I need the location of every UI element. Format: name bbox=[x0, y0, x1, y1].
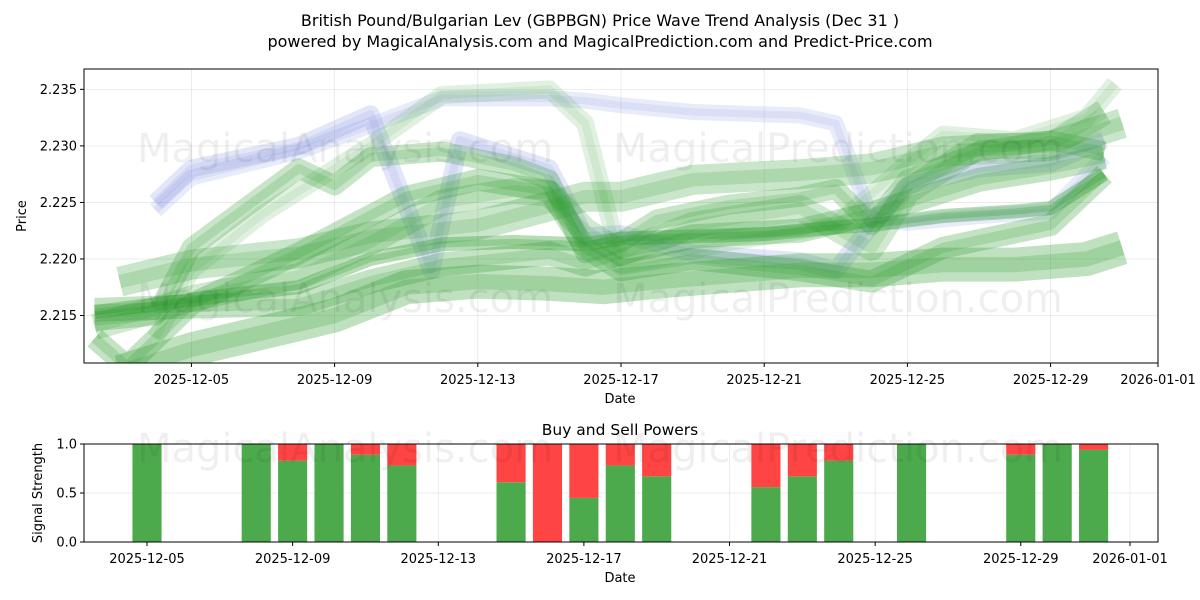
price-y-tick-label: 2.225 bbox=[40, 196, 77, 211]
powers-x-tick-label: 2025-12-09 bbox=[255, 552, 331, 567]
chart-title: British Pound/Bulgarian Lev (GBPBGN) Pri… bbox=[301, 11, 899, 30]
wave-core-green-trend-2 bbox=[93, 107, 1108, 333]
buy-bar bbox=[132, 444, 162, 542]
wave-core-green-trend-8 bbox=[152, 81, 1119, 340]
buy-bar bbox=[1042, 444, 1072, 542]
buy-bar bbox=[605, 465, 635, 542]
price-wave-series bbox=[87, 77, 1128, 363]
sell-bar bbox=[278, 444, 308, 461]
sell-bar bbox=[569, 444, 599, 498]
wave-line-green-trend-5 bbox=[94, 145, 1107, 322]
buy-bar bbox=[824, 460, 854, 542]
watermark-bottom-right: MagicalPrediction.com bbox=[613, 426, 1063, 472]
price-x-tick-label: 2026-01-01 bbox=[1120, 373, 1196, 388]
price-x-tick-label: 2025-12-21 bbox=[726, 373, 802, 388]
price-y-label: Price bbox=[15, 200, 30, 232]
watermark-top-right: MagicalPrediction.com bbox=[613, 126, 1063, 172]
wave-core-blue-trend-1 bbox=[153, 94, 1107, 227]
sell-bar bbox=[642, 444, 672, 477]
wave-line-blue-trend-2 bbox=[149, 105, 1108, 280]
price-x-tick-label: 2025-12-05 bbox=[154, 373, 230, 388]
powers-x-ticks: 2025-12-05 2025-12-09 2025-12-13 2025-12-17… bbox=[109, 542, 1168, 567]
powers-title: Buy and Sell Powers bbox=[542, 421, 699, 439]
wave-line-green-trend-1 bbox=[87, 166, 1112, 363]
powers-y-ticks: 0.0 0.5 1.0 bbox=[56, 438, 84, 551]
price-y-tick-label: 2.230 bbox=[40, 139, 77, 154]
buy-bar bbox=[350, 454, 381, 542]
buy-bar bbox=[787, 476, 817, 542]
wave-core-green-trend-1 bbox=[91, 170, 1108, 363]
sell-bar bbox=[387, 444, 417, 466]
price-x-tick-label: 2025-12-17 bbox=[583, 373, 659, 388]
sell-bar bbox=[496, 444, 526, 483]
wave-line-green-trend-8 bbox=[147, 77, 1122, 343]
price-x-tick-label: 2025-12-25 bbox=[870, 373, 946, 388]
buy-bar bbox=[896, 444, 927, 542]
sell-bar bbox=[605, 444, 635, 466]
sell-bar bbox=[824, 444, 854, 461]
sell-bar bbox=[751, 444, 781, 488]
sell-bar bbox=[350, 444, 381, 455]
sell-bar bbox=[1079, 444, 1109, 450]
buy-bar bbox=[314, 444, 344, 542]
wave-core-green-trend-7 bbox=[118, 116, 1125, 289]
powers-y-label: Signal Strength bbox=[31, 443, 46, 543]
wave-core-blue-trend-2 bbox=[152, 110, 1106, 275]
wave-core-green-trend-5 bbox=[94, 151, 1106, 316]
powers-x-tick-label: 2025-12-05 bbox=[109, 552, 185, 567]
buy-bar bbox=[751, 487, 781, 542]
price-x-tick-label: 2025-12-09 bbox=[297, 373, 373, 388]
wave-core-green-trend-4 bbox=[94, 171, 1106, 316]
wave-line-green-trend-7 bbox=[116, 108, 1127, 297]
buy-bar bbox=[241, 444, 271, 542]
powers-x-label: Date bbox=[604, 571, 635, 586]
buy-bar bbox=[1079, 449, 1109, 542]
buy-bar bbox=[1006, 454, 1036, 542]
sell-bar bbox=[1006, 444, 1036, 455]
wave-line-green-trend-2 bbox=[91, 101, 1112, 340]
powers-x-tick-label: 2025-12-21 bbox=[692, 552, 768, 567]
sell-bar bbox=[787, 444, 817, 477]
wave-core-green-trend-3 bbox=[94, 135, 1106, 326]
price-x-ticks: 2025-12-05 2025-12-09 2025-12-13 2025-12-17… bbox=[154, 363, 1196, 388]
watermark-bottom-left: MagicalAnalysis.com bbox=[137, 426, 553, 472]
watermark-mid-right: MagicalPrediction.com bbox=[613, 276, 1063, 322]
chart-subtitle: powered by MagicalAnalysis.com and Magic… bbox=[267, 32, 932, 51]
price-x-tick-label: 2025-12-13 bbox=[440, 373, 516, 388]
powers-x-tick-label: 2025-12-17 bbox=[546, 552, 622, 567]
wave-line-green-trend-6 bbox=[114, 231, 1128, 363]
buy-bar bbox=[569, 497, 599, 542]
price-x-label: Date bbox=[604, 392, 635, 407]
wave-core-green-trend-6 bbox=[122, 240, 1125, 363]
powers-x-tick-label: 2025-12-25 bbox=[837, 552, 913, 567]
price-y-tick-label: 2.215 bbox=[40, 309, 77, 324]
sell-bar bbox=[532, 444, 563, 542]
powers-y-tick-label: 0.5 bbox=[56, 487, 77, 502]
powers-x-tick-label: 2026-01-01 bbox=[1092, 552, 1168, 567]
powers-y-tick-label: 0.0 bbox=[56, 536, 77, 551]
wave-line-green-trend-4 bbox=[93, 168, 1109, 320]
powers-x-tick-label: 2025-12-29 bbox=[983, 552, 1059, 567]
price-y-tick-label: 2.235 bbox=[40, 83, 77, 98]
buy-bar bbox=[387, 465, 417, 542]
watermark-mid-left: MagicalAnalysis.com bbox=[137, 276, 553, 322]
wave-line-green-trend-3 bbox=[93, 130, 1107, 332]
wave-line-blue-trend-1 bbox=[150, 90, 1110, 231]
powers-x-tick-label: 2025-12-13 bbox=[400, 552, 476, 567]
price-x-tick-label: 2025-12-29 bbox=[1013, 373, 1089, 388]
price-y-tick-label: 2.220 bbox=[40, 252, 77, 267]
buy-bar bbox=[496, 482, 526, 542]
buy-bar bbox=[278, 460, 308, 542]
buy-bar bbox=[642, 476, 672, 542]
price-y-ticks: 2.215 2.220 2.225 2.230 2.235 bbox=[40, 83, 84, 324]
watermark-top-left: MagicalAnalysis.com bbox=[137, 126, 553, 172]
powers-bars bbox=[132, 444, 1109, 542]
powers-y-tick-label: 1.0 bbox=[56, 438, 77, 453]
